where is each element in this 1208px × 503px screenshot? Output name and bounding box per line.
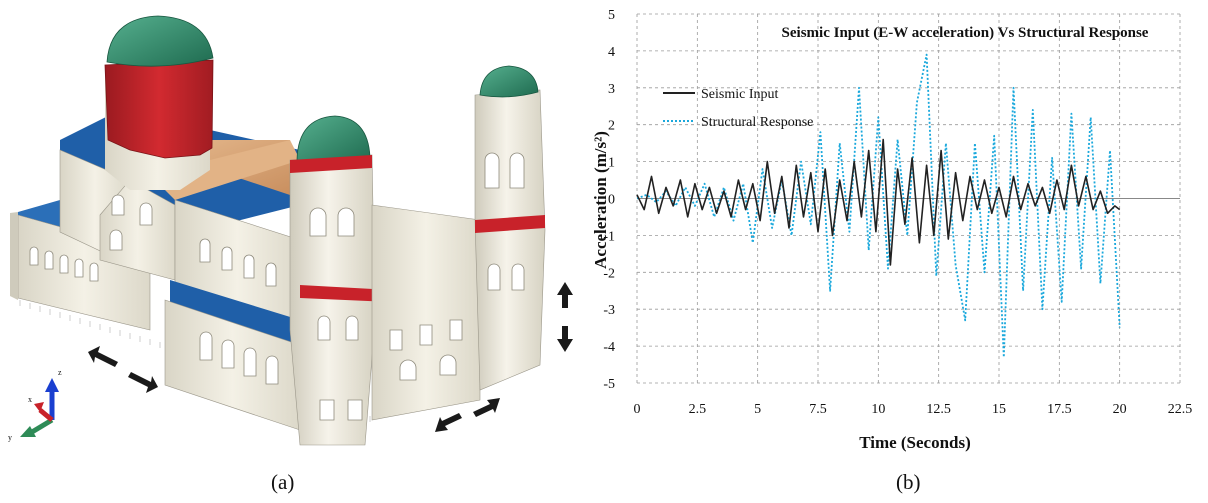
axis-label-x: x xyxy=(28,395,32,404)
double-arrow-icon-left xyxy=(88,346,158,393)
caption-left: (a) xyxy=(271,470,295,494)
series-seismic-input xyxy=(636,138,1121,266)
x-tick-label: 5 xyxy=(754,402,761,417)
y-tick-label: 0 xyxy=(608,193,615,208)
excitation-arrows xyxy=(88,282,573,432)
y-tick-label: -1 xyxy=(603,229,615,244)
main-dome-tower xyxy=(104,15,214,190)
x-tick-label: 2.5 xyxy=(689,402,707,417)
chart-panel: 0 2.5 5 7.5 10 12.5 15 17.5 20 22.5 5 4 3 2 1 0 -1 -2 -3-… xyxy=(585,0,1208,470)
y-tick-label: -4 xyxy=(603,340,615,355)
y-tick-label: -2 xyxy=(603,266,615,281)
x-tick-label: 10 xyxy=(871,402,885,417)
caption-right: (b) xyxy=(896,470,921,494)
x-tick-label: 0 xyxy=(634,402,641,417)
x-tick-label: 17.5 xyxy=(1047,402,1072,417)
x-tick-label: 12.5 xyxy=(926,402,951,417)
y-tick-label: 4 xyxy=(608,45,615,60)
legend-label: Seismic Input xyxy=(701,87,778,102)
x-tick-labels: 0 2.5 5 7.5 10 12.5 15 17.5 20 22.5 xyxy=(634,402,1193,417)
double-arrow-icon-right xyxy=(435,398,500,432)
y-tick-label: -5 xyxy=(603,377,615,392)
finite-element-model-view: z x y xyxy=(0,0,585,455)
building-model-illustration: z x y xyxy=(8,15,573,446)
y-tick-label: 1 xyxy=(608,156,615,171)
legend-label: Structural Response xyxy=(701,115,813,130)
y-axis-label: Acceleration (m/s²) xyxy=(591,131,610,269)
axis-triad-icon: z x y xyxy=(8,368,62,442)
chart-legend: Seismic Input Structural Response xyxy=(663,87,813,130)
y-tick-labels: 5 4 3 2 1 0 -1 -2 -3 -4 -5 xyxy=(603,8,615,392)
vertical-arrow-icon xyxy=(557,282,573,352)
x-axis-label: Time (Seconds) xyxy=(859,433,971,452)
y-tick-label: -3 xyxy=(603,303,615,318)
series-lines xyxy=(636,53,1121,359)
acceleration-time-chart: 0 2.5 5 7.5 10 12.5 15 17.5 20 22.5 543210-1-2-3-… xyxy=(591,8,1193,452)
chart-title: Seismic Input (E-W acceleration) Vs Stru… xyxy=(782,25,1149,41)
x-tick-label: 20 xyxy=(1113,402,1127,417)
window-openings xyxy=(29,152,525,421)
series-structural-response xyxy=(636,53,1121,359)
right-tower xyxy=(474,65,546,391)
axis-label-y: y xyxy=(8,433,12,442)
x-tick-label: 7.5 xyxy=(809,402,827,417)
center-tower xyxy=(289,115,481,446)
x-tick-label: 15 xyxy=(992,402,1006,417)
y-tick-label: 2 xyxy=(608,119,615,134)
x-tick-label: 22.5 xyxy=(1168,402,1193,417)
y-tick-label: 5 xyxy=(608,8,615,23)
axis-label-z: z xyxy=(58,368,62,377)
y-tick-label: 3 xyxy=(608,82,615,97)
